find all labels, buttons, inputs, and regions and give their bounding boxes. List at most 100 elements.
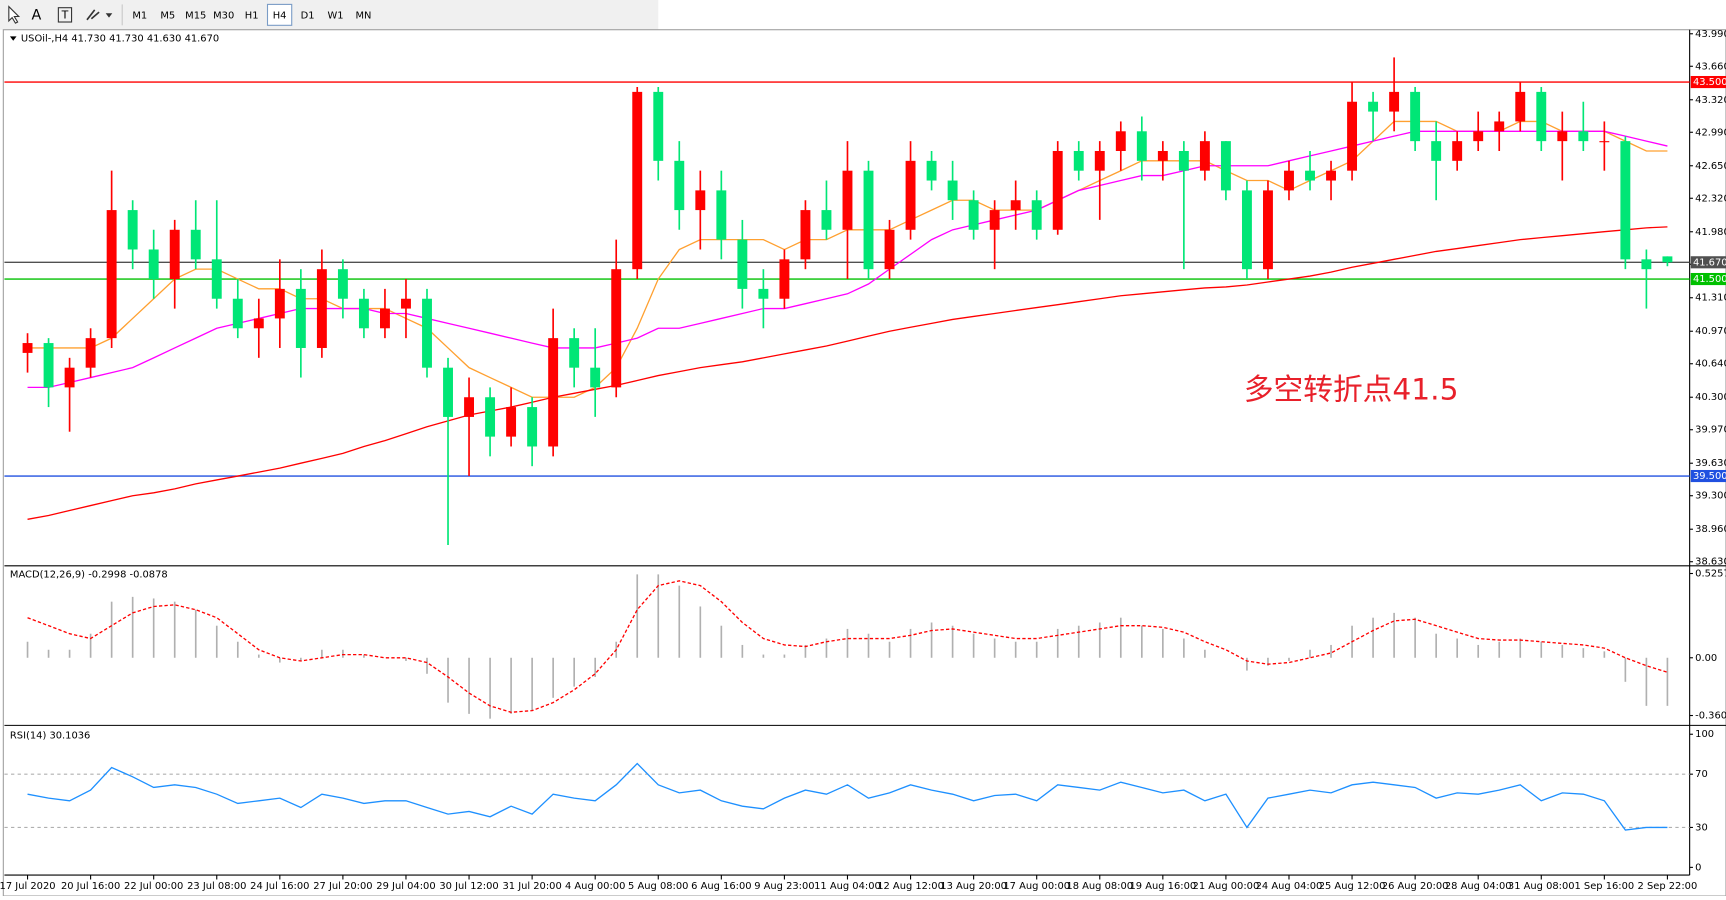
candle-body (1641, 259, 1652, 270)
y-tick-label: 42.650 (1695, 161, 1726, 172)
x-tick-label: 31 Jul 20:00 (502, 881, 561, 892)
candle-body (716, 190, 727, 240)
x-tick-label: 20 Jul 16:00 (61, 881, 120, 892)
candle-body (779, 259, 790, 299)
y-tick-label: -0.3603 (1695, 711, 1726, 722)
shapes-tool[interactable] (86, 9, 100, 21)
x-tick-label: 31 Aug 08:00 (1508, 881, 1575, 892)
candle-body (485, 397, 496, 437)
candle-body (43, 343, 54, 388)
candle-body (1536, 91, 1547, 142)
x-tick-label: 22 Jul 00:00 (124, 881, 183, 892)
x-tick-label: 23 Jul 08:00 (187, 881, 246, 892)
candle-body (1284, 170, 1294, 191)
y-tick-label: 38.960 (1695, 524, 1726, 535)
text-tool[interactable]: A (31, 7, 41, 23)
candle-body (737, 239, 748, 289)
candle-body (148, 249, 159, 280)
candle-body (169, 229, 180, 280)
y-tick-label: 0.5257 (1695, 568, 1726, 579)
x-tick-label: 9 Aug 23:00 (754, 881, 814, 892)
signal-line (27, 580, 1668, 713)
candle-body (1305, 170, 1315, 181)
candle-body (1136, 131, 1147, 161)
candle-body (1431, 141, 1442, 161)
candle-body (190, 229, 201, 260)
y-tick-label: 43.660 (1695, 61, 1726, 72)
candle-body (926, 160, 937, 181)
candle-body (842, 170, 853, 230)
y-tick-label: 38.630 (1695, 557, 1726, 568)
y-tick-label: 42.320 (1695, 193, 1726, 204)
x-tick-label: 13 Aug 20:00 (940, 881, 1007, 892)
candle-body (358, 298, 369, 329)
level-label: 39.500 (1693, 471, 1726, 482)
candle-body (569, 338, 580, 368)
timeframe-button[interactable]: H4 (273, 10, 287, 21)
timeframe-button[interactable]: M5 (160, 10, 175, 21)
timeframe-button[interactable]: M15 (185, 10, 206, 21)
x-tick-label: 17 Jul 2020 (0, 881, 56, 892)
y-tick-label: 70 (1695, 769, 1708, 780)
dropdown[interactable] (105, 13, 113, 18)
candle-body (548, 338, 559, 447)
annotation: 多空转折点41.5 (1244, 372, 1459, 407)
candle-body (337, 269, 348, 299)
cursor-icon[interactable] (8, 5, 21, 24)
x-tick-label: 18 Aug 08:00 (1066, 881, 1133, 892)
y-tick-label: 40.640 (1695, 359, 1726, 370)
x-tick-label: 29 Jul 04:00 (376, 881, 435, 892)
candle-body (106, 210, 117, 339)
y-tick-label: 30 (1695, 822, 1708, 833)
candle-body (1263, 190, 1273, 270)
timeframe-button[interactable]: MN (356, 10, 372, 21)
y-tick-label: 42.990 (1695, 127, 1726, 138)
moving-average (27, 226, 1668, 520)
x-tick-label: 25 Aug 12:00 (1319, 881, 1386, 892)
x-tick-label: 24 Jul 16:00 (250, 881, 309, 892)
candle-body (1031, 200, 1042, 230)
y-tick-label: 41.310 (1695, 293, 1726, 304)
candle-body (1368, 101, 1379, 112)
x-tick-label: 12 Aug 12:00 (877, 881, 944, 892)
arrow (8, 5, 21, 24)
timeframe-button[interactable]: H1 (245, 10, 259, 21)
panel-title: MACD(12,26,9) -0.2998 -0.0878 (10, 570, 168, 581)
menu-arrow[interactable] (9, 36, 17, 41)
y-tick-label: 41.980 (1695, 227, 1726, 238)
candle-body (1094, 150, 1105, 171)
candle-body (1494, 121, 1505, 132)
candle-body (443, 367, 453, 417)
candle-body (590, 367, 601, 388)
x-tick-label: 6 Aug 16:00 (691, 881, 751, 892)
candle-body (1389, 91, 1400, 112)
y-tick-label: 0 (1695, 862, 1701, 873)
panel-title: RSI(14) 30.1036 (10, 730, 90, 741)
candle-body (85, 338, 96, 368)
candle-body (64, 367, 75, 388)
candle-body (695, 190, 706, 211)
label-tool[interactable]: T (61, 8, 69, 21)
candle-body (274, 288, 285, 319)
level-tag (1690, 469, 1726, 483)
x-tick-label: 1 Sep 16:00 (1574, 881, 1634, 892)
timeframe-button[interactable]: M30 (213, 10, 234, 21)
candle-body (1473, 131, 1484, 142)
candle-body (1199, 141, 1210, 171)
candle-body (1452, 141, 1463, 161)
candle-body (863, 170, 874, 270)
y-tick-label: 43.320 (1695, 95, 1726, 106)
candle-body (968, 200, 979, 230)
candle-body (1157, 150, 1168, 161)
timeframe-button[interactable]: M1 (132, 10, 147, 21)
x-tick-label: 17 Aug 00:00 (1003, 881, 1070, 892)
level-tag (1690, 75, 1726, 89)
candle-body (506, 407, 517, 437)
y-tick-label: 39.630 (1695, 458, 1726, 469)
timeframe-button[interactable]: D1 (301, 10, 315, 21)
timeframe-button[interactable]: W1 (327, 10, 343, 21)
x-tick-label: 21 Aug 00:00 (1193, 881, 1260, 892)
x-tick-label: 27 Jul 20:00 (313, 881, 372, 892)
rsi-line (27, 762, 1668, 831)
